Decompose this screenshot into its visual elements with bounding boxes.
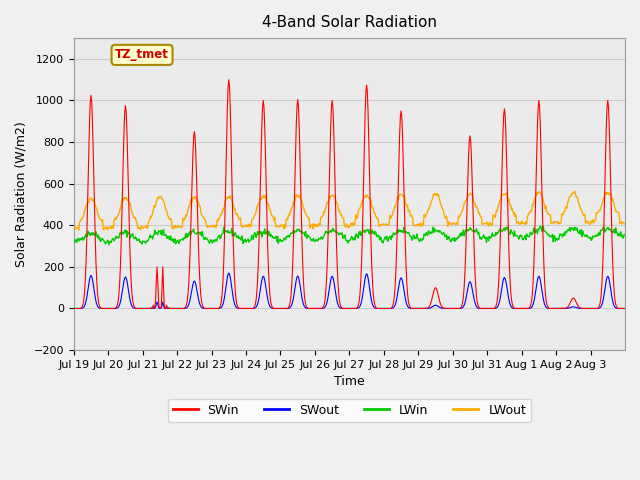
Legend: SWin, SWout, LWin, LWout: SWin, SWout, LWin, LWout: [168, 399, 531, 422]
Y-axis label: Solar Radiation (W/m2): Solar Radiation (W/m2): [15, 121, 28, 267]
Title: 4-Band Solar Radiation: 4-Band Solar Radiation: [262, 15, 437, 30]
Text: TZ_tmet: TZ_tmet: [115, 48, 169, 61]
X-axis label: Time: Time: [334, 375, 365, 388]
